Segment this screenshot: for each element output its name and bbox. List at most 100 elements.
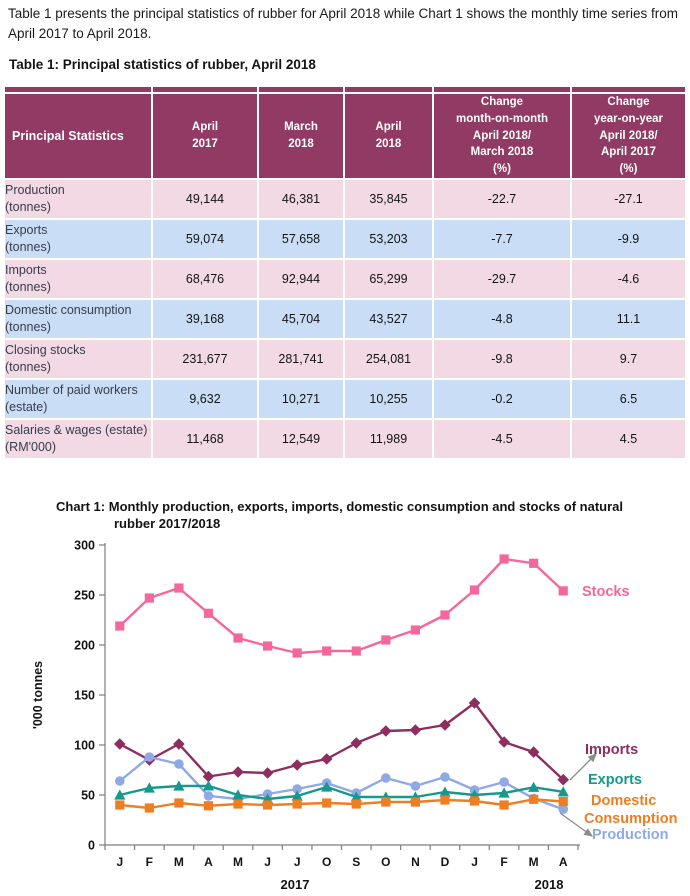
value-cell: 46,381 [259,180,343,218]
value-cell: 254,081 [345,340,432,378]
table-title: Table 1: Principal statistics of rubber,… [9,57,316,72]
series-production [114,752,569,814]
table-row: Salaries & wages (estate) (RM'000) 11,468 1… [5,420,685,458]
year-label: 2018 [535,877,564,892]
series-label: Imports [585,742,638,758]
value-cell: -4.6 [572,260,685,298]
value-cell: 10,271 [259,380,343,418]
table-top-border [5,87,685,92]
y-tick-label: 150 [74,689,95,703]
value-cell: 57,658 [259,220,343,258]
x-tick-label: D [441,855,450,869]
row-label: Domestic consumption (tonnes) [5,300,151,338]
x-tick-label: M [529,855,539,869]
chart-title-prefix: Chart 1: [56,499,106,514]
table-row: Closing stocks (tonnes) 231,677 281,741 254,… [5,340,685,378]
series-label: Exports [588,772,642,788]
table-row: Imports (tonnes) 68,476 92,944 65,299 -29.7 -4… [5,260,685,298]
x-tick-label: M [174,855,184,869]
series-label: Domestic [591,793,656,809]
x-tick-label: J [471,855,478,869]
production-arrow [559,812,594,837]
value-cell: 10,255 [345,380,432,418]
value-cell: 6.5 [572,380,685,418]
chart-title: Chart 1: Monthly production, exports, im… [56,499,652,533]
value-cell: 45,704 [259,300,343,338]
x-tick-label: N [411,855,420,869]
value-cell: 9.7 [572,340,685,378]
series-stocks [115,554,568,658]
value-cell: 281,741 [259,340,343,378]
y-tick-label: 0 [88,839,95,853]
value-cell: 11,989 [345,420,432,458]
column-header: March 2018 [259,94,343,178]
table-row: Number of paid workers (estate) 9,632 10,27… [5,380,685,418]
x-tick-label: M [233,855,243,869]
value-cell: 11.1 [572,300,685,338]
chart-title-text: Monthly production, exports, imports, do… [108,499,624,531]
value-cell: 59,074 [153,220,257,258]
value-cell: 11,468 [153,420,257,458]
year-label: 2017 [281,877,310,892]
value-cell: -0.2 [434,380,570,418]
table-header-row: Principal Statistics April 2017 March 2018 Ap… [5,94,685,178]
y-axis-title: '000 tonnes [31,661,45,729]
value-cell: 68,476 [153,260,257,298]
value-cell: 65,299 [345,260,432,298]
x-tick-label: A [559,855,568,869]
table-row: Exports (tonnes) 59,074 57,658 53,203 -7.7 -9.… [5,220,685,258]
series-domestic-consumption [115,794,568,813]
column-header: Change month-on-month April 2018/March 201… [434,94,570,178]
series-imports [113,697,570,786]
x-tick-label: J [116,855,123,869]
table-row: Domestic consumption (tonnes) 39,168 45,704… [5,300,685,338]
x-tick-label: F [146,855,153,869]
imports-arrow [569,753,597,781]
column-header: April 2018 [345,94,432,178]
series-label: Stocks [582,584,630,600]
value-cell: -4.5 [434,420,570,458]
value-cell: -29.7 [434,260,570,298]
value-cell: -9.8 [434,340,570,378]
y-tick-label: 250 [74,589,95,603]
value-cell: -9.9 [572,220,685,258]
row-label: Number of paid workers (estate) [5,380,151,418]
column-header: Principal Statistics [5,94,151,178]
value-cell: 35,845 [345,180,432,218]
column-header: Change year-on-year April 2018/April 2017(… [572,94,685,178]
x-tick-label: F [500,855,507,869]
row-label: Imports (tonnes) [5,260,151,298]
value-cell: -27.1 [572,180,685,218]
value-cell: -4.8 [434,300,570,338]
value-cell: 4.5 [572,420,685,458]
row-label: Exports (tonnes) [5,220,151,258]
value-cell: 92,944 [259,260,343,298]
y-tick-label: 300 [74,539,95,553]
x-tick-label: O [322,855,331,869]
row-label: Production (tonnes) [5,180,151,218]
x-tick-label: A [204,855,213,869]
value-cell: 9,632 [153,380,257,418]
value-cell: -22.7 [434,180,570,218]
x-tick-label: J [294,855,301,869]
value-cell: 43,527 [345,300,432,338]
value-cell: 53,203 [345,220,432,258]
x-tick-label: J [264,855,271,869]
y-tick-label: 100 [74,739,95,753]
line-chart: 0 50 100 150 200 250 300 '000 tonnes J F M A M J J O S O N… [31,539,677,893]
x-tick-label: O [381,855,390,869]
table-row: Production (tonnes) 49,144 46,381 35,845 -22.… [5,180,685,218]
row-label: Closing stocks (tonnes) [5,340,151,378]
row-label: Salaries & wages (estate) (RM'000) [5,420,151,458]
intro-paragraph: Table 1 presents the principal statistic… [8,6,679,42]
value-cell: 231,677 [153,340,257,378]
value-cell: 49,144 [153,180,257,218]
y-tick-label: 50 [81,789,95,803]
y-tick-label: 200 [74,639,95,653]
value-cell: -7.7 [434,220,570,258]
column-header: April 2017 [153,94,257,178]
series-exports [114,780,569,804]
series-label: Production [592,827,669,843]
x-tick-label: S [352,855,360,869]
